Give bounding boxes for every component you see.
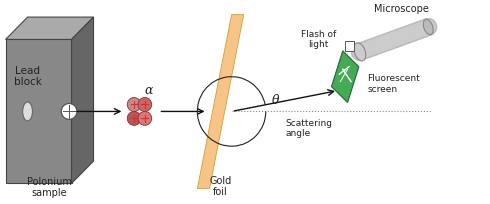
Bar (13, 82, 57, 141)
Ellipse shape (23, 102, 32, 121)
Polygon shape (345, 41, 354, 51)
Circle shape (138, 111, 152, 125)
Text: Gold
foil: Gold foil (209, 176, 232, 197)
Polygon shape (5, 17, 94, 39)
Polygon shape (72, 17, 94, 183)
Text: Fluorescent
screen: Fluorescent screen (367, 74, 420, 94)
Text: Lead
block: Lead block (14, 66, 42, 88)
Ellipse shape (423, 19, 433, 35)
Text: Flash of
light: Flash of light (301, 30, 336, 49)
Circle shape (138, 98, 152, 111)
Text: Microscope: Microscope (374, 4, 429, 14)
Text: θ: θ (272, 94, 279, 107)
Circle shape (127, 98, 141, 111)
Polygon shape (197, 15, 244, 188)
Text: α: α (145, 84, 153, 97)
Circle shape (127, 111, 141, 125)
Polygon shape (5, 39, 72, 183)
Text: Scattering
angle: Scattering angle (285, 119, 332, 138)
Polygon shape (331, 51, 359, 102)
Text: Polonium
sample: Polonium sample (27, 177, 72, 198)
Ellipse shape (354, 43, 366, 61)
Circle shape (61, 103, 77, 119)
